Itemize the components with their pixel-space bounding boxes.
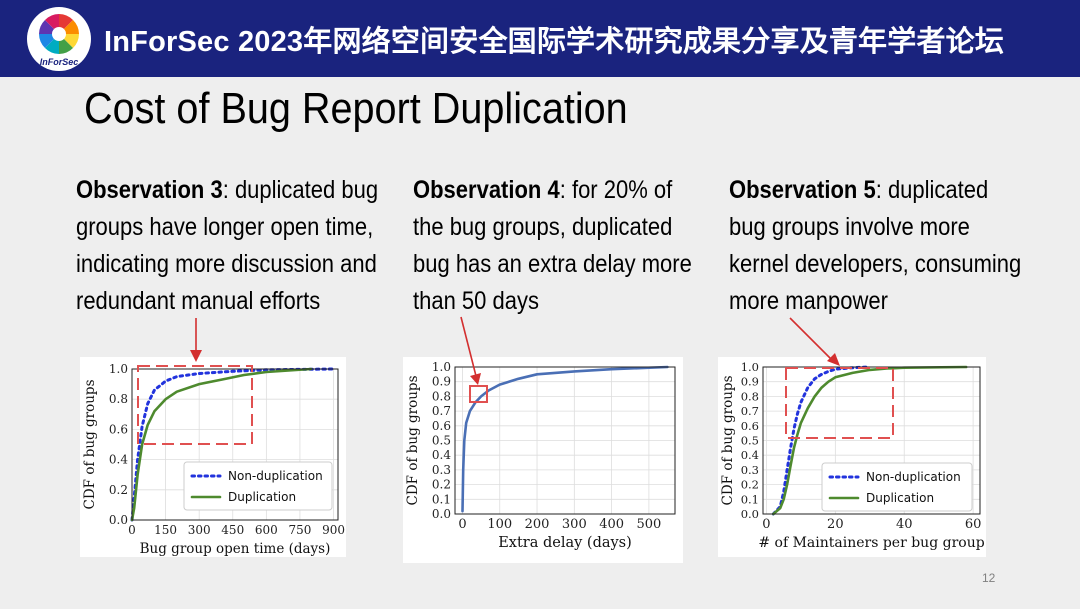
y-tick-label: 0.4 [432, 448, 451, 462]
y-tick-label: 0.8 [109, 392, 128, 406]
y-tick-label: 0.1 [741, 492, 759, 506]
observation-line: than 50 days [413, 287, 539, 315]
observation-line: : for 20% of [559, 176, 673, 204]
y-tick-label: 0.7 [432, 404, 451, 418]
y-tick-label: 1.0 [109, 362, 128, 376]
y-tick-label: 0.9 [741, 375, 759, 389]
inforsec-logo: InForSec [27, 7, 91, 71]
conference-title: InForSec 2023年网络空间安全国际学术研究成果分享及青年学者论坛 [104, 26, 1005, 58]
observation-line: bug has an extra delay more [413, 250, 692, 278]
maintainers-cdf-chart: 0 20 40 60 0.0 0.1 0.2 0.3 0.4 0.5 0.6 0.7 0.8 0.9 1.0… [718, 357, 986, 557]
y-tick-label: 0.8 [432, 389, 451, 403]
y-tick-label: 0.6 [109, 422, 128, 436]
x-tick-label: 500 [636, 517, 661, 532]
plot-frame [454, 366, 676, 515]
header-bar: InForSec InForSec 2023年网络空间安全国际学术研究成果分享及… [0, 0, 1080, 77]
y-tick-label: 0.0 [109, 513, 128, 527]
x-axis-label: Bug group open time (days) [140, 541, 331, 557]
maintainers-cdf-plot: 0 20 40 60 0.00.10.20.30.40.50.60.70.80.91.0… [720, 360, 985, 551]
legend-label: Duplication [228, 490, 296, 504]
y-tick-label: 0.6 [432, 419, 451, 433]
y-tick-label: 0.3 [432, 463, 451, 477]
y-tick-label: 0.0 [741, 507, 759, 521]
y-tick-label: 1.0 [432, 360, 451, 374]
x-tick-label: 750 [288, 523, 311, 537]
y-tick-label: 0.0 [432, 507, 451, 521]
y-tick-label: 0.3 [741, 463, 759, 477]
logo-emblem-icon: InForSec [39, 14, 79, 67]
open-time-cdf-plot: 0 150 300 450 600 750 900 0.0 0.2 0.4 0.6 0.8 1.0 Bug… [82, 362, 345, 557]
observation-3-text: Observation 3: duplicated bug groups hav… [76, 172, 378, 320]
legend-box [821, 462, 973, 512]
y-tick-label: 0.9 [432, 375, 451, 389]
observation-5-text: Observation 5: duplicated bug groups inv… [729, 172, 1021, 320]
y-tick-label: 0.2 [432, 478, 451, 492]
observation-line: redundant manual efforts [76, 287, 321, 315]
observation-heading: Observation 3 [76, 176, 223, 204]
y-tick-label: 0.6 [741, 419, 759, 433]
extra-delay-cdf-chart: 0 100 200 300 400 500 0.0 0.1 0.2 0.3 0.4 0.5 0.6 0.7… [403, 357, 683, 563]
y-axis-label: CDF of bug groups [405, 375, 421, 505]
page-number: 12 [982, 571, 996, 585]
x-tick-label: 150 [154, 523, 177, 537]
observation-line: : duplicated [875, 176, 989, 204]
svg-text:InForSec: InForSec [40, 57, 79, 67]
x-tick-label: 900 [322, 523, 345, 537]
x-tick-label: 200 [525, 517, 550, 532]
observation-line: : duplicated bug [222, 176, 379, 204]
legend-box [183, 461, 333, 511]
x-tick-label: 40 [896, 517, 913, 532]
y-tick-label: 0.8 [741, 389, 759, 403]
observation-line: kernel developers, consuming [729, 250, 1022, 278]
x-axis-label: Extra delay (days) [498, 535, 632, 551]
observation-line: the bug groups, duplicated [413, 213, 673, 241]
x-tick-label: 450 [221, 523, 244, 537]
observation-4-text: Observation 4: for 20% of the bug groups… [413, 172, 692, 320]
x-tick-label: 0 [128, 523, 136, 537]
observation-line: groups have longer open time, [76, 213, 374, 241]
x-tick-label: 400 [599, 517, 624, 532]
x-tick-label: 60 [965, 517, 982, 532]
x-tick-label: 300 [188, 523, 211, 537]
y-axis-label: CDF of bug groups [720, 375, 736, 505]
y-tick-label: 0.1 [432, 492, 451, 506]
x-tick-label: 0 [458, 517, 466, 532]
y-tick-label: 0.7 [741, 404, 759, 418]
arrow-observation-3 [190, 318, 202, 362]
y-tick-label: 0.4 [741, 448, 759, 462]
observation-heading: Observation 5 [729, 176, 876, 204]
y-tick-label: 0.2 [109, 483, 128, 497]
x-tick-label: 300 [562, 517, 587, 532]
slide-title: Cost of Bug Report Duplication [84, 84, 628, 133]
extra-delay-cdf-plot: 0 100 200 300 400 500 0.00.10.20.30.40.50.60.7… [405, 360, 676, 551]
legend-label: Non-duplication [866, 470, 961, 484]
y-tick-label: 0.5 [432, 434, 451, 448]
open-time-cdf-chart: 0 150 300 450 600 750 900 0.0 0.2 0.4 0.6 0.8 1.0 Bug… [80, 357, 346, 557]
observation-line: more manpower [729, 287, 888, 315]
y-axis-label: CDF of bug groups [82, 379, 98, 509]
observation-line: bug groups involve more [729, 213, 970, 241]
delay-cdf-line [461, 365, 669, 513]
x-axis-label: # of Maintainers per bug group [758, 535, 984, 551]
observation-line: indicating more discussion and [76, 250, 377, 278]
y-tick-label: 0.2 [741, 478, 759, 492]
x-tick-label: 20 [827, 517, 844, 532]
legend-label: Non-duplication [228, 469, 323, 483]
y-tick-label: 0.5 [741, 434, 759, 448]
observation-heading: Observation 4 [413, 176, 560, 204]
x-tick-label: 0 [762, 517, 770, 532]
x-tick-label: 600 [255, 523, 278, 537]
y-tick-label: 1.0 [741, 360, 759, 374]
y-tick-label: 0.4 [109, 453, 128, 467]
x-tick-label: 100 [487, 517, 512, 532]
legend-label: Duplication [866, 491, 934, 505]
